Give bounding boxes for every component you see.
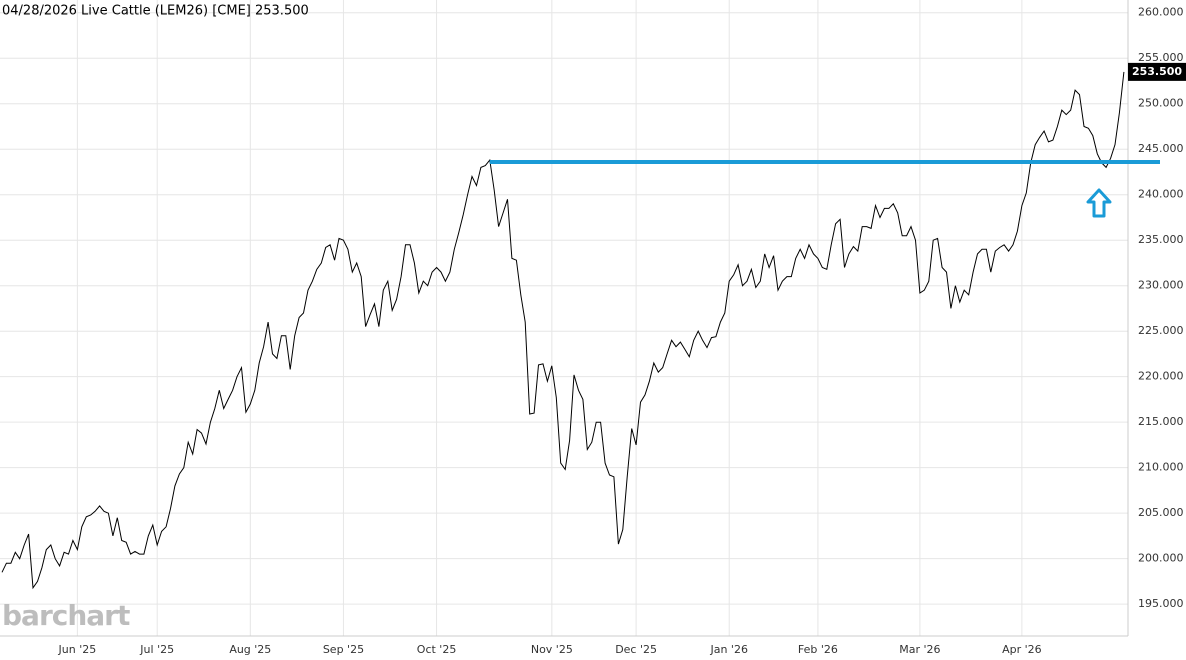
y-tick-label: 260.000	[1138, 6, 1184, 19]
x-tick-label: Mar '26	[899, 643, 940, 656]
last-price-box	[1128, 62, 1186, 81]
plot	[1, 71, 1125, 590]
y-tick-label: 235.000	[1138, 233, 1184, 246]
x-tick-label: Jun '25	[58, 643, 97, 656]
y-tick-label: 195.000	[1138, 597, 1184, 610]
x-tick-label: Oct '25	[417, 643, 457, 656]
x-tick-label: Jan '26	[709, 643, 747, 656]
y-tick-label: 220.000	[1138, 370, 1184, 383]
x-tick-label: Apr '26	[1002, 643, 1042, 656]
x-tick-label: Aug '25	[229, 643, 271, 656]
grid	[0, 0, 1128, 636]
y-tick-label: 200.000	[1138, 552, 1184, 565]
x-tick-label: Nov '25	[531, 643, 573, 656]
arrow-icon	[1086, 188, 1112, 218]
y-tick-label: 210.000	[1138, 461, 1184, 474]
watermark: barchart	[2, 599, 130, 632]
y-tick-label: 205.000	[1138, 506, 1184, 519]
y-tick-label: 230.000	[1138, 279, 1184, 292]
x-tick-label: Jul '25	[139, 643, 174, 656]
y-tick-label: 245.000	[1138, 142, 1184, 155]
y-tick-label: 250.000	[1138, 97, 1184, 110]
x-tick-label: Feb '26	[798, 643, 838, 656]
y-tick-label: 215.000	[1138, 415, 1184, 428]
x-tick-label: Sep '25	[323, 643, 364, 656]
y-tick-label: 225.000	[1138, 324, 1184, 337]
chart-title: 04/28/2026 Live Cattle (LEM26) [CME] 253…	[2, 4, 309, 19]
last-price-label: 253.500	[1132, 65, 1182, 78]
price-line	[1, 71, 1125, 590]
x-tick-label: Dec '25	[615, 643, 657, 656]
y-tick-label: 255.000	[1138, 51, 1184, 64]
y-tick-label: 240.000	[1138, 188, 1184, 201]
